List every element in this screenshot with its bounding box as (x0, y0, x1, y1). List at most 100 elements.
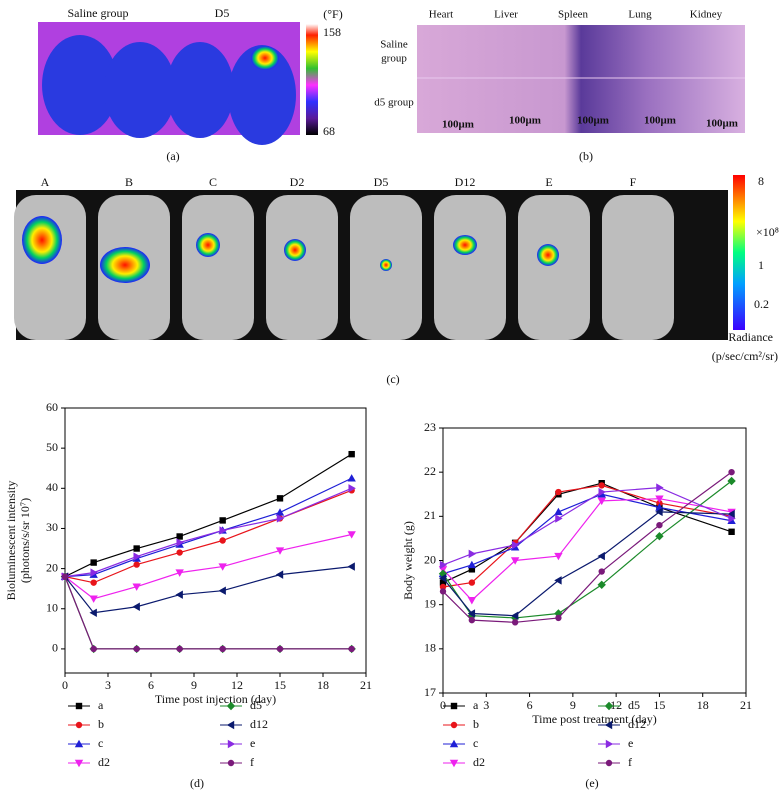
point (597, 551, 605, 561)
mouse (182, 195, 254, 340)
point (597, 580, 606, 589)
legend-label: e (250, 736, 255, 750)
point (133, 552, 141, 561)
x-tick-label: 18 (317, 678, 329, 692)
legend-label: d2 (98, 755, 110, 769)
point (598, 487, 606, 497)
point (219, 517, 226, 524)
legend-label: b (98, 717, 104, 731)
y-axis-label: Bioluminescent intensity (4, 481, 18, 601)
column-label: Lung (628, 9, 652, 21)
mouse (602, 195, 674, 340)
y-tick-label: 10 (46, 601, 58, 615)
scale-label: 0.2 (754, 297, 769, 311)
x-tick-label: 12 (610, 698, 622, 712)
y-tick-label: 30 (46, 520, 58, 534)
legend-marker (604, 720, 613, 730)
x-tick-label: 18 (697, 698, 709, 712)
point (89, 608, 97, 617)
plot-frame (64, 407, 367, 674)
legend-label: d2 (473, 755, 485, 769)
point (348, 484, 356, 493)
column-label: Liver (494, 9, 518, 21)
legend-marker (450, 721, 458, 729)
x-tick-label: 0 (440, 698, 446, 712)
y-tick-label: 0 (52, 641, 58, 655)
scale-label: 8 (758, 174, 764, 188)
bioluminescence-image (14, 175, 745, 340)
point (90, 645, 97, 653)
scale-label: 1 (758, 258, 764, 272)
legend-marker (75, 702, 83, 710)
series-line (64, 487, 352, 578)
point (727, 476, 736, 486)
point (90, 559, 97, 566)
thermal-image (38, 22, 318, 145)
x-tick-label: 12 (231, 678, 243, 692)
mouse (14, 195, 86, 340)
point (219, 526, 227, 535)
y-axis-label: (photons/s/sr 10⁷) (18, 498, 32, 583)
point (511, 540, 520, 550)
scale-multiplier: ×10⁸ (756, 225, 779, 239)
point (175, 590, 183, 599)
legend-marker (449, 759, 459, 768)
point (467, 609, 476, 618)
point (439, 588, 447, 595)
series-line (442, 511, 732, 617)
column-label: Heart (429, 9, 453, 21)
legend-marker (75, 721, 83, 729)
point (218, 563, 227, 571)
point (276, 514, 285, 523)
x-tick-label: 21 (360, 678, 372, 692)
legend-marker (74, 759, 84, 768)
point (510, 557, 520, 565)
point (728, 468, 735, 476)
x-tick-label: 15 (653, 698, 665, 712)
image-label: Saline group (68, 6, 129, 20)
legend-marker (450, 702, 458, 710)
point (276, 645, 284, 653)
scale-bar-label: 100μm (577, 115, 609, 127)
point (348, 450, 355, 458)
point (347, 562, 355, 571)
point (176, 533, 183, 540)
y-tick-label: 20 (46, 560, 58, 574)
x-tick-label: 6 (148, 678, 154, 692)
legend-label: b (473, 717, 479, 731)
series-line (442, 471, 732, 623)
series-line (64, 477, 352, 578)
y-tick-label: 21 (424, 508, 436, 522)
point (554, 576, 562, 585)
scale-label: 68 (323, 124, 335, 138)
legend-label: d12 (250, 717, 268, 731)
y-tick-label: 22 (424, 464, 436, 478)
point (347, 474, 356, 482)
point (176, 645, 183, 653)
image-label: C (209, 175, 217, 189)
x-tick-label: 9 (570, 698, 576, 712)
legend-marker (227, 759, 235, 767)
row-label: group (381, 53, 407, 65)
point (656, 499, 663, 507)
point (554, 552, 563, 561)
scale-bar-label: 100μm (644, 115, 676, 127)
column-label: Spleen (558, 9, 588, 21)
x-tick-label: 3 (105, 678, 111, 692)
x-tick-label: 0 (62, 678, 68, 692)
point (176, 549, 183, 556)
x-axis-label: Time post injection (day) (155, 692, 276, 706)
point (656, 521, 663, 529)
point (554, 507, 563, 516)
scale-bar-label: 100μm (442, 119, 474, 131)
legend-label: f (250, 755, 254, 769)
scale-title: Radiance (728, 330, 773, 344)
point (132, 602, 140, 611)
point (132, 583, 141, 591)
point (439, 583, 447, 591)
mouse (434, 195, 506, 340)
point (727, 509, 735, 519)
signal (537, 244, 559, 266)
column-label: Kidney (690, 9, 723, 21)
scale-bar-label: 100μm (706, 118, 738, 130)
